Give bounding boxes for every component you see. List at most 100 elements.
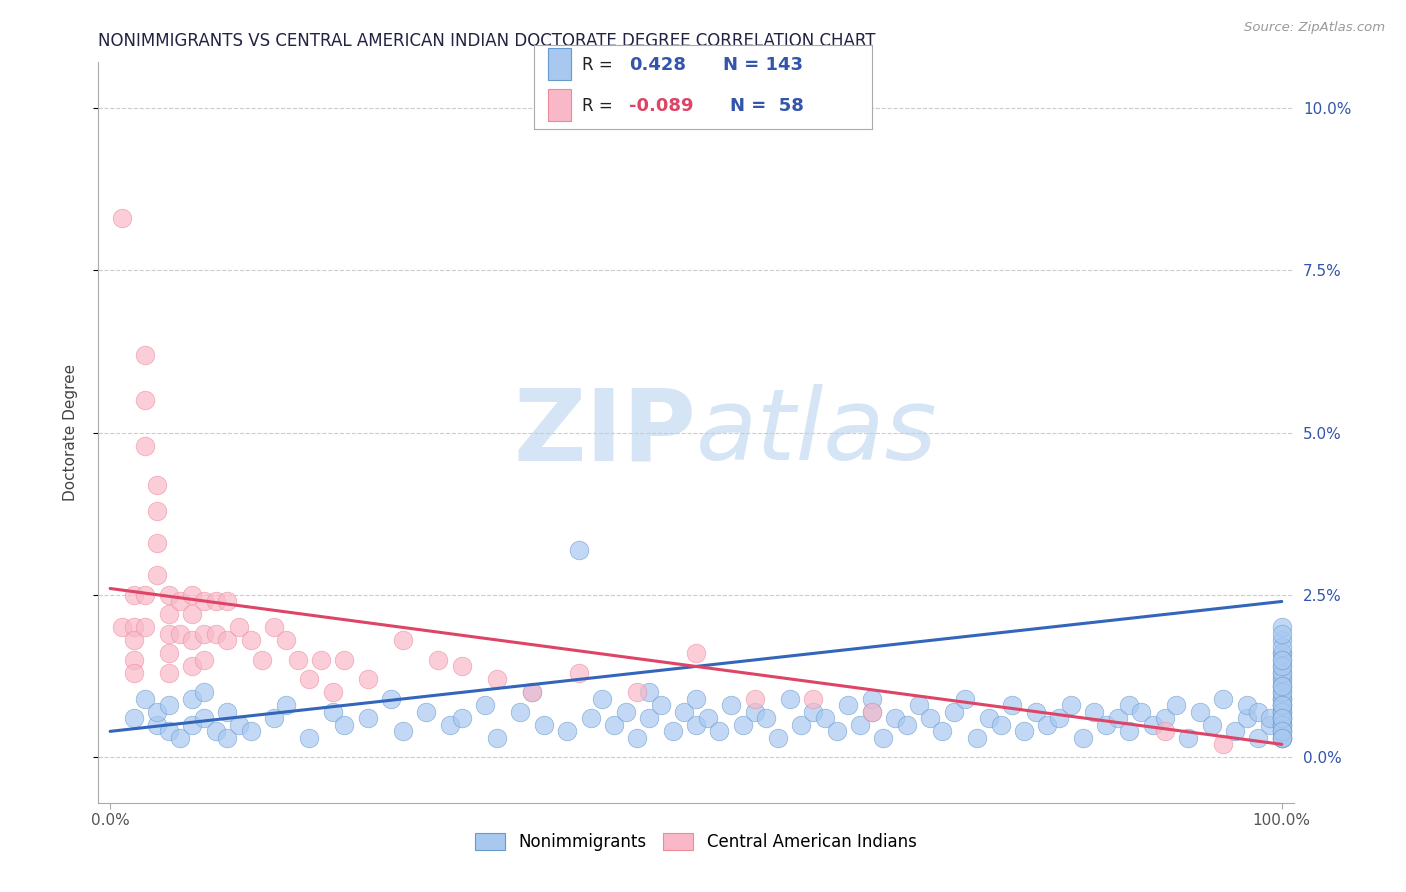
Point	[392, 724, 415, 739]
Point	[1258, 718, 1281, 732]
Point	[1271, 705, 1294, 719]
Point	[157, 724, 180, 739]
Text: Source: ZipAtlas.com: Source: ZipAtlas.com	[1244, 21, 1385, 34]
Point	[1271, 659, 1294, 673]
Point	[1271, 665, 1294, 680]
Point	[801, 705, 824, 719]
Point	[122, 711, 145, 725]
Point	[1236, 711, 1258, 725]
Point	[193, 594, 215, 608]
Point	[1107, 711, 1129, 725]
Text: NONIMMIGRANTS VS CENTRAL AMERICAN INDIAN DOCTORATE DEGREE CORRELATION CHART: NONIMMIGRANTS VS CENTRAL AMERICAN INDIAN…	[98, 32, 876, 50]
Point	[181, 588, 204, 602]
Point	[217, 633, 239, 648]
Point	[1271, 620, 1294, 634]
Point	[814, 711, 837, 725]
Text: N = 143: N = 143	[723, 56, 803, 74]
Point	[1271, 653, 1294, 667]
Point	[1271, 685, 1294, 699]
Point	[415, 705, 437, 719]
Point	[1271, 705, 1294, 719]
Point	[931, 724, 953, 739]
Point	[274, 698, 297, 713]
Point	[193, 711, 215, 725]
Point	[287, 653, 309, 667]
Point	[217, 731, 239, 745]
Point	[146, 477, 169, 491]
Point	[1271, 679, 1294, 693]
Point	[731, 718, 754, 732]
Point	[744, 705, 766, 719]
Point	[1001, 698, 1024, 713]
Point	[1271, 731, 1294, 745]
Point	[1271, 711, 1294, 725]
Point	[157, 647, 180, 661]
Point	[157, 588, 180, 602]
Point	[860, 692, 883, 706]
Point	[638, 685, 661, 699]
Point	[1188, 705, 1211, 719]
Point	[146, 568, 169, 582]
Point	[520, 685, 543, 699]
Point	[1153, 711, 1175, 725]
Point	[755, 711, 778, 725]
Point	[1271, 731, 1294, 745]
Point	[474, 698, 496, 713]
Point	[626, 731, 648, 745]
Point	[1271, 679, 1294, 693]
Point	[1271, 731, 1294, 745]
Point	[766, 731, 789, 745]
Point	[298, 673, 321, 687]
Text: atlas: atlas	[696, 384, 938, 481]
Point	[579, 711, 602, 725]
Point	[204, 627, 226, 641]
Point	[146, 718, 169, 732]
Legend: Nonimmigrants, Central American Indians: Nonimmigrants, Central American Indians	[468, 826, 924, 857]
Point	[1071, 731, 1094, 745]
Point	[228, 718, 250, 732]
Point	[1271, 698, 1294, 713]
Point	[204, 594, 226, 608]
Point	[1036, 718, 1059, 732]
Point	[1247, 705, 1270, 719]
Point	[134, 439, 156, 453]
Point	[884, 711, 907, 725]
Point	[977, 711, 1000, 725]
Point	[825, 724, 848, 739]
Point	[263, 711, 285, 725]
Point	[134, 692, 156, 706]
Point	[1142, 718, 1164, 732]
Point	[450, 711, 472, 725]
Point	[157, 665, 180, 680]
Point	[228, 620, 250, 634]
Point	[966, 731, 988, 745]
Point	[217, 705, 239, 719]
Point	[1118, 698, 1140, 713]
Point	[638, 711, 661, 725]
Point	[181, 659, 204, 673]
Point	[650, 698, 672, 713]
Point	[181, 607, 204, 622]
Point	[1271, 711, 1294, 725]
Point	[157, 607, 180, 622]
Point	[122, 620, 145, 634]
Bar	[548, 88, 571, 120]
Point	[181, 692, 204, 706]
Point	[111, 211, 134, 226]
Point	[1271, 711, 1294, 725]
Bar	[548, 48, 571, 80]
Point	[322, 685, 344, 699]
Point	[1271, 640, 1294, 654]
Point	[1153, 724, 1175, 739]
Point	[520, 685, 543, 699]
Point	[380, 692, 402, 706]
Point	[1012, 724, 1035, 739]
Point	[122, 633, 145, 648]
Point	[122, 653, 145, 667]
Point	[896, 718, 918, 732]
Point	[555, 724, 578, 739]
Point	[1271, 673, 1294, 687]
Point	[392, 633, 415, 648]
Point	[122, 665, 145, 680]
Point	[568, 542, 591, 557]
